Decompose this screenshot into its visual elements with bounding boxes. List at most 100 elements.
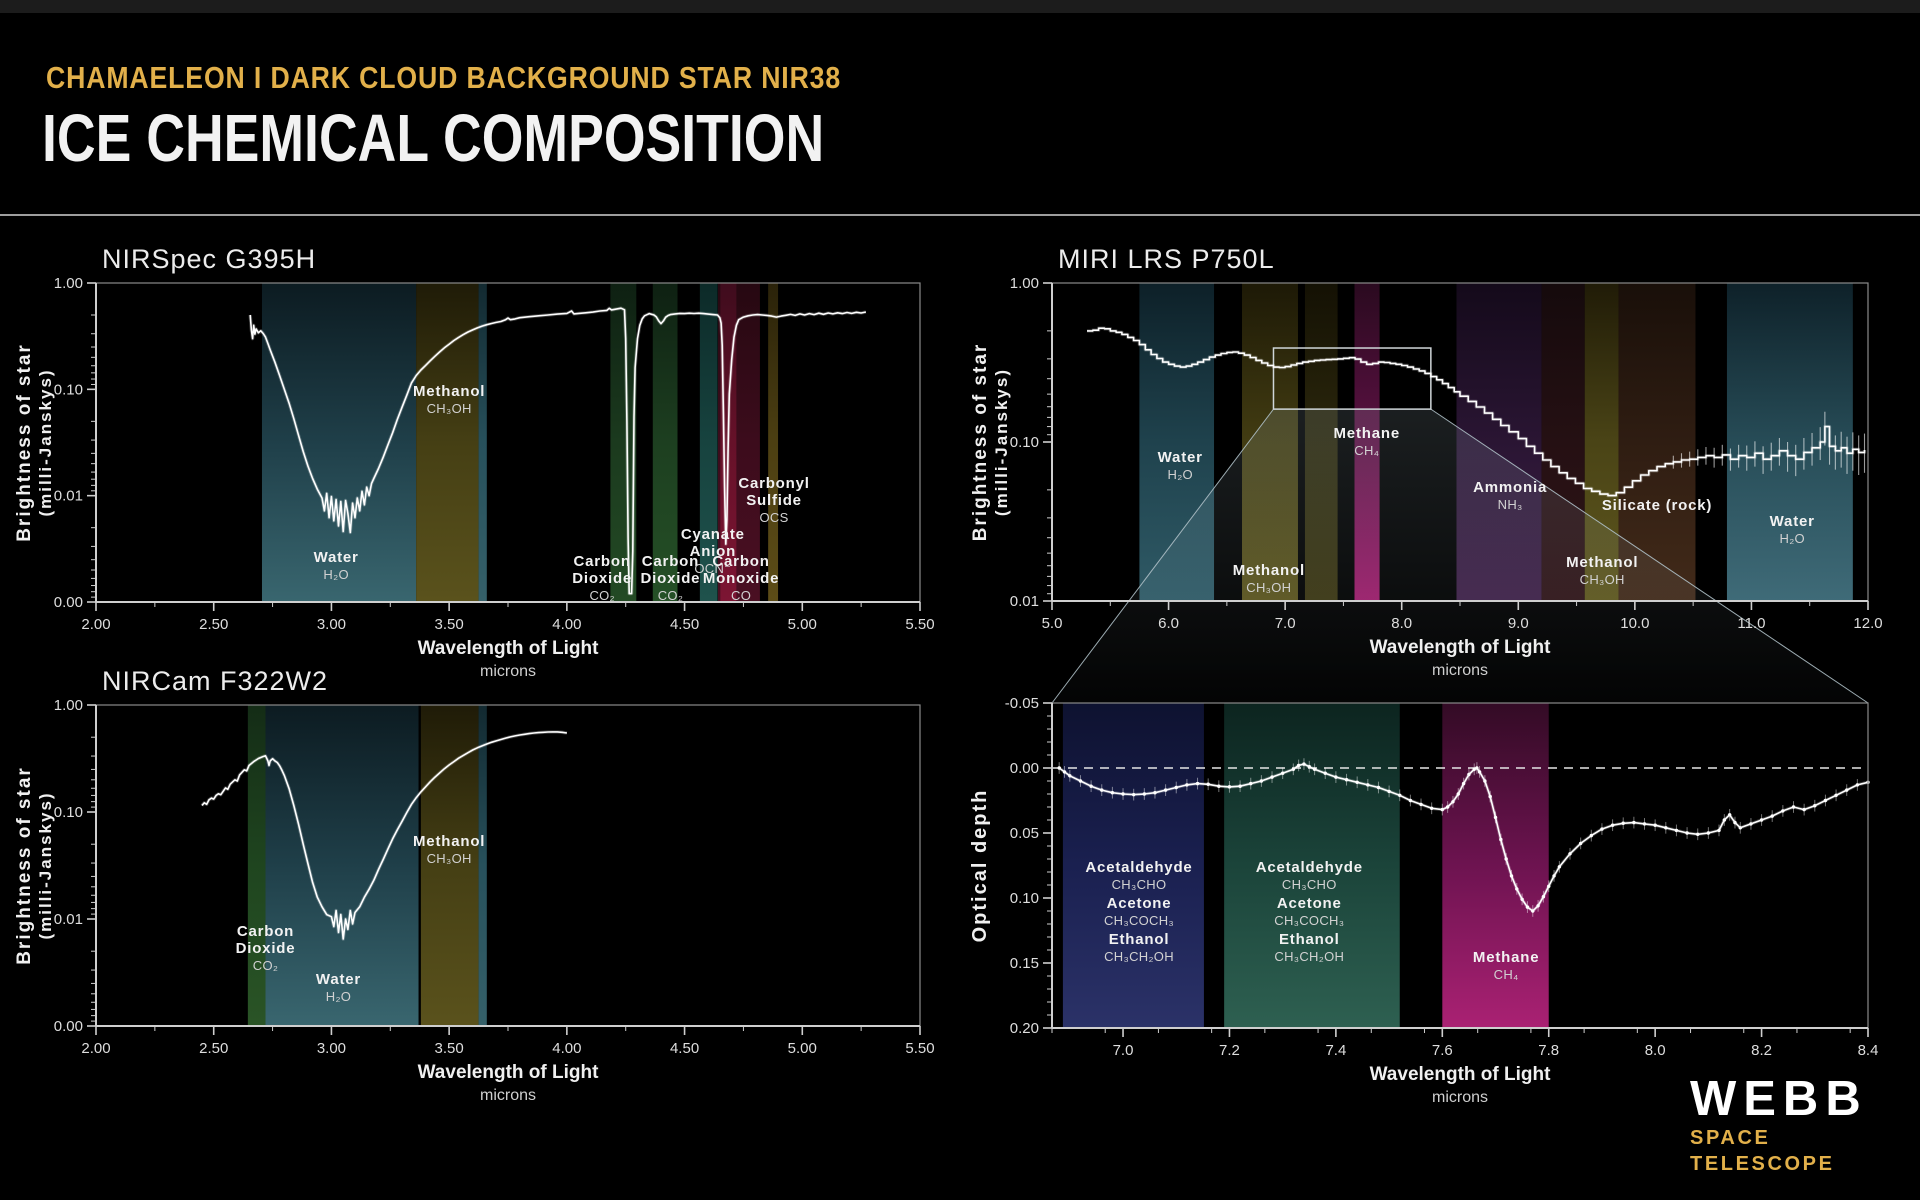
svg-text:0.10: 0.10 <box>54 804 83 821</box>
nirspec-annotation-2-line-2: CO₂ <box>589 588 614 603</box>
svg-text:1.00: 1.00 <box>1010 275 1039 292</box>
svg-text:3.50: 3.50 <box>435 1040 464 1057</box>
band-water <box>261 283 417 602</box>
nirspec-x-axis-label: Wavelength of Light <box>418 638 600 659</box>
inset-annotation-3-line-1: CH₃CHO <box>1282 877 1337 892</box>
inset-annotation-5-line-0: Ethanol <box>1279 931 1340 948</box>
svg-text:7.0: 7.0 <box>1275 615 1296 632</box>
nirspec-annotation-5-line-1: Monoxide <box>703 570 779 587</box>
inset-annotation-0-line-0: Acetaldehyde <box>1085 859 1192 876</box>
nirspec-annotation-2-line-1: Dioxide <box>572 570 632 587</box>
inset-annotation-4-line-1: CH₃COCH₃ <box>1274 913 1344 928</box>
svg-text:3.00: 3.00 <box>317 1040 346 1057</box>
svg-text:0.00: 0.00 <box>1010 760 1039 777</box>
nirspec-x-axis-unit: microns <box>480 663 536 680</box>
inset-spectrum-curve <box>1058 763 1869 912</box>
svg-text:0.00: 0.00 <box>54 1018 83 1035</box>
inset-annotation-6-line-1: CH₄ <box>1494 967 1519 982</box>
svg-text:0.00: 0.00 <box>54 594 83 611</box>
svg-text:7.8: 7.8 <box>1538 1042 1559 1059</box>
svg-text:1.00: 1.00 <box>54 697 83 714</box>
svg-text:9.0: 9.0 <box>1508 615 1529 632</box>
svg-text:7.0: 7.0 <box>1113 1042 1134 1059</box>
svg-text:4.00: 4.00 <box>552 616 581 633</box>
svg-text:3.00: 3.00 <box>317 616 346 633</box>
miri-annotation-0-line-1: H₂O <box>1168 467 1193 482</box>
svg-text:5.00: 5.00 <box>788 616 817 633</box>
svg-text:8.2: 8.2 <box>1751 1042 1772 1059</box>
nirspec-annotation-5-line-2: CO <box>731 588 751 603</box>
nircam-y-axis-label-1: (milli-Janskys) <box>36 791 55 939</box>
webb-logo-wordmark: WEBB <box>1690 1072 1868 1126</box>
miri-annotation-1-line-1: CH₃OH <box>1246 580 1291 595</box>
miri-annotation-1-line-0: Methanol <box>1233 562 1305 579</box>
nirspec-y-axis-label-0: Brightness of star <box>14 343 35 542</box>
svg-text:8.0: 8.0 <box>1645 1042 1666 1059</box>
svg-text:0.10: 0.10 <box>1010 434 1039 451</box>
svg-text:0.01: 0.01 <box>54 488 83 505</box>
nirspec-annotation-0-line-0: Water <box>314 549 359 566</box>
webb-logo-subtitle: SPACE TELESCOPE <box>1690 1127 1835 1175</box>
miri-spectrum-curve <box>1087 327 1866 497</box>
miri-plot-title: MIRI LRS P750L <box>1058 244 1275 274</box>
inset-annotation-5-line-1: CH₃CH₂OH <box>1274 949 1344 964</box>
nirspec-annotation-6-line-0: Carbonyl <box>738 475 809 492</box>
nircam-annotation-2-line-1: CH₃OH <box>427 851 472 866</box>
inset-y-axis-label-0: Optical depth <box>969 789 991 943</box>
nirspec-annotation-1-line-0: Methanol <box>413 383 485 400</box>
nirspec-annotation-4-line-2: OCN⁻ <box>694 561 731 576</box>
miri-y-axis-label-0: Brightness of star <box>970 343 991 542</box>
miri-annotation-5-line-1: CH₃OH <box>1580 572 1625 587</box>
plot-inset: 7.0 7.2 7.4 7.6 7.8 8.0 8.2 8.4 -0.05 0.00 0.05 0.1… <box>969 695 1878 1106</box>
nirspec-annotation-6-line-1: Sulfide <box>746 492 802 509</box>
nircam-plot-frame <box>95 704 921 1027</box>
inset-annotation-4-line-0: Acetone <box>1277 895 1342 912</box>
band-water-right <box>1726 283 1853 601</box>
svg-text:2.00: 2.00 <box>81 616 110 633</box>
band-cyanate <box>699 283 718 602</box>
svg-text:2.50: 2.50 <box>199 616 228 633</box>
inset-annotation-2-line-0: Ethanol <box>1109 931 1170 948</box>
nirspec-annotation-3-line-2: CO₂ <box>658 588 683 603</box>
svg-text:3.50: 3.50 <box>435 616 464 633</box>
nircam-annotation-2-line-0: Methanol <box>413 833 485 850</box>
svg-text:0.05: 0.05 <box>1010 825 1039 842</box>
zoom-box <box>1272 347 1432 410</box>
svg-text:5.00: 5.00 <box>788 1040 817 1057</box>
svg-text:0.01: 0.01 <box>54 911 83 928</box>
header-divider <box>0 214 1920 216</box>
band-carbon-dioxide <box>247 705 266 1026</box>
miri-annotation-6-line-0: Water <box>1770 513 1815 530</box>
inset-x-axis-label: Wavelength of Light <box>1370 1064 1552 1085</box>
svg-text:8.4: 8.4 <box>1858 1042 1879 1059</box>
plot-nircam: 2.00 2.50 3.00 3.50 4.00 4.50 5.00 5.50 1.00 0.10… <box>14 666 935 1104</box>
band-acetaldehyde-acetone-ethanol-blue <box>1062 703 1204 1028</box>
nirspec-annotation-2-line-0: Carbon <box>574 553 631 570</box>
miri-annotation-6-line-1: H₂O <box>1780 531 1805 546</box>
svg-text:1.00: 1.00 <box>54 275 83 292</box>
miri-x-axis-label: Wavelength of Light <box>1370 637 1552 658</box>
top-strip <box>0 0 1920 13</box>
nirspec-annotation-3-line-0: Carbon <box>642 553 699 570</box>
nirspec-annotation-1-line-1: CH₃OH <box>427 401 472 416</box>
inset-x-axis-unit: microns <box>1432 1089 1488 1106</box>
svg-text:0.01: 0.01 <box>1010 593 1039 610</box>
svg-text:5.50: 5.50 <box>905 1040 934 1057</box>
miri-annotation-3-line-1: NH₃ <box>1498 497 1523 512</box>
svg-text:0.10: 0.10 <box>54 381 83 398</box>
webb-logo: WEBB SPACE TELESCOPE <box>1690 1072 1900 1177</box>
nircam-annotation-0-line-0: Carbon <box>237 923 294 940</box>
nirspec-annotation-3-line-1: Dioxide <box>641 570 701 587</box>
band-carbonyl-sulfide <box>768 283 779 602</box>
band-methanol <box>420 705 479 1026</box>
miri-annotation-5-line-0: Methanol <box>1566 554 1638 571</box>
svg-text:2.00: 2.00 <box>81 1040 110 1057</box>
svg-text:-0.05: -0.05 <box>1005 695 1039 712</box>
plot-miri: 5.0 6.0 7.0 8.0 9.0 10.0 11.0 12.0 1.00 0.10 0.01 W… <box>970 244 1883 704</box>
svg-text:10.0: 10.0 <box>1620 615 1649 632</box>
miri-x-axis-unit: microns <box>1432 662 1488 679</box>
svg-text:5.50: 5.50 <box>905 616 934 633</box>
band-water <box>265 705 419 1026</box>
